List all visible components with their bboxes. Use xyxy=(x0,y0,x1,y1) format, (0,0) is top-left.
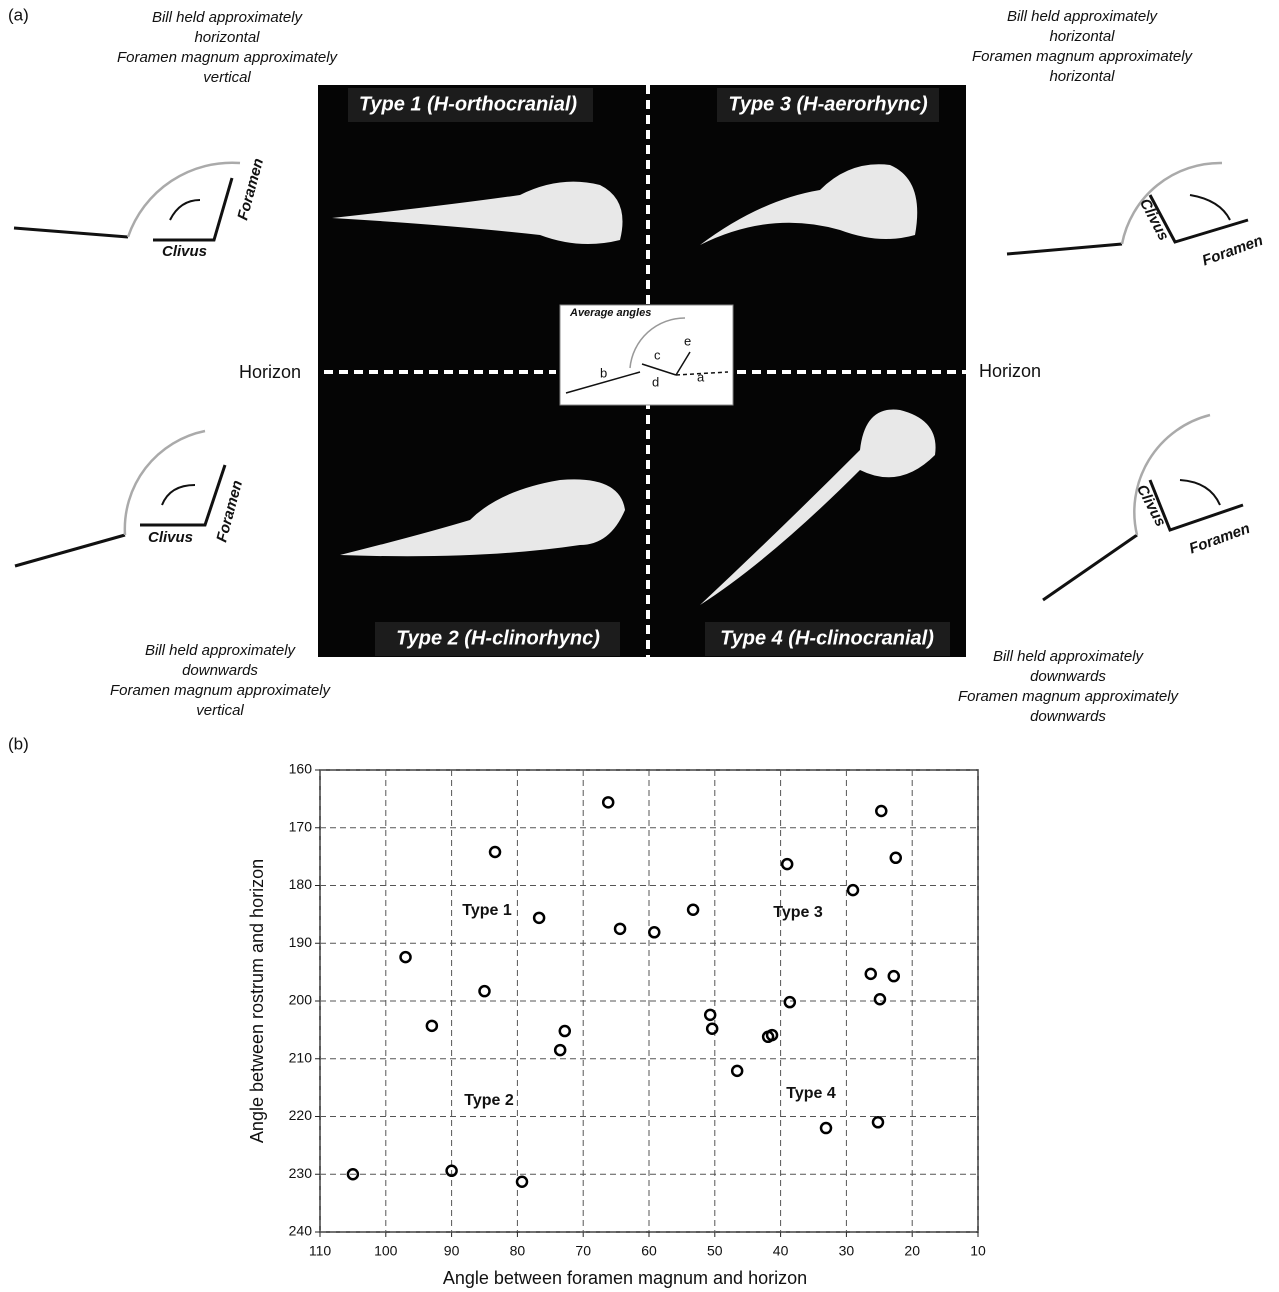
point xyxy=(866,969,876,979)
description-line: Foramen magnum approximately xyxy=(972,48,1194,65)
y-tick-label: 180 xyxy=(289,876,313,892)
angle-letter: a xyxy=(697,369,705,384)
point xyxy=(891,853,901,863)
x-tick-label: 70 xyxy=(575,1243,591,1259)
point xyxy=(848,885,858,895)
y-tick-label: 170 xyxy=(289,818,313,834)
x-tick-label: 100 xyxy=(374,1243,398,1259)
x-tick-label: 80 xyxy=(510,1243,526,1259)
type-label: Type 2 (H-clinorhync) xyxy=(396,627,600,649)
x-tick-label: 40 xyxy=(773,1243,789,1259)
description-line: Bill held approximately xyxy=(1007,8,1159,25)
x-tick-label: 50 xyxy=(707,1243,723,1259)
y-tick-label: 220 xyxy=(289,1107,313,1123)
description-line: horizontal xyxy=(1049,28,1115,45)
y-tick-label: 210 xyxy=(289,1049,313,1065)
point xyxy=(875,994,885,1004)
description-line: downwards xyxy=(1030,668,1106,685)
point xyxy=(705,1010,715,1020)
point xyxy=(560,1026,570,1036)
angle-letter: c xyxy=(654,347,661,362)
point xyxy=(889,971,899,981)
figure: (a) (b) Type 1 (H-orthocranial) Type 3 (… xyxy=(0,0,1279,1292)
y-tick-label: 230 xyxy=(289,1165,313,1181)
x-tick-label: 110 xyxy=(309,1243,332,1259)
annotation: Type 2 xyxy=(464,1092,514,1109)
point xyxy=(427,1021,437,1031)
type-label: Type 3 (H-aerorhync) xyxy=(728,93,928,115)
y-tick-label: 200 xyxy=(289,992,313,1008)
description-line: Foramen magnum approximately xyxy=(117,49,339,66)
point xyxy=(555,1045,565,1055)
y-tick-label: 190 xyxy=(289,934,313,950)
angle-letter: b xyxy=(600,365,607,380)
description-line: horizontal xyxy=(1049,68,1115,85)
clivus-label: Clivus xyxy=(1133,482,1169,530)
inset xyxy=(560,305,733,405)
description-line: vertical xyxy=(203,69,251,86)
horizon-label: Horizon xyxy=(239,362,301,382)
point xyxy=(615,924,625,934)
description-line: Bill held approximately xyxy=(152,9,304,26)
point xyxy=(480,986,490,996)
x-tick-label: 90 xyxy=(444,1243,460,1259)
panel-label: (b) xyxy=(8,734,29,753)
type-label: Type 4 (H-clinocranial) xyxy=(720,627,934,649)
point xyxy=(517,1177,527,1187)
annotation: Type 3 xyxy=(773,904,823,921)
point xyxy=(876,806,886,816)
point xyxy=(534,913,544,923)
description-line: vertical xyxy=(196,702,244,719)
x-tick-label: 60 xyxy=(641,1243,657,1259)
annotation: Type 1 xyxy=(462,902,512,919)
description-line: Bill held approximately xyxy=(145,642,297,659)
description-line: Foramen magnum approximately xyxy=(110,682,332,699)
angle-letter: d xyxy=(652,374,659,389)
panel-label: (a) xyxy=(8,5,29,24)
point xyxy=(873,1117,883,1127)
point xyxy=(688,905,698,915)
x-tick-label: 30 xyxy=(839,1243,855,1259)
point xyxy=(732,1066,742,1076)
y-axis-label: Angle between rostrum and horizon xyxy=(247,859,267,1143)
description-line: downwards xyxy=(1030,708,1106,725)
x-axis-label: Angle between foramen magnum and horizon xyxy=(443,1268,807,1288)
point xyxy=(785,997,795,1007)
foramen-label: Foramen xyxy=(1187,520,1252,558)
clivus-label: Clivus xyxy=(1136,196,1172,244)
point xyxy=(490,847,500,857)
point xyxy=(649,927,659,937)
annotation: Type 4 xyxy=(786,1085,836,1102)
y-tick-label: 160 xyxy=(289,761,313,777)
horizon-label: Horizon xyxy=(979,361,1041,381)
clivus-label: Clivus xyxy=(148,529,193,546)
point xyxy=(707,1024,717,1034)
point xyxy=(821,1123,831,1133)
inset-title: Average angles xyxy=(569,307,651,319)
type-label: Type 1 (H-orthocranial) xyxy=(359,93,578,115)
point xyxy=(401,952,411,962)
angle-letter: e xyxy=(684,333,691,348)
description-line: Bill held approximately xyxy=(993,648,1145,665)
description-line: downwards xyxy=(182,662,258,679)
foramen-label: Foramen xyxy=(234,156,267,222)
description-line: horizontal xyxy=(194,29,260,46)
x-tick-label: 20 xyxy=(904,1243,920,1259)
point xyxy=(603,797,613,807)
y-tick-label: 240 xyxy=(289,1223,313,1239)
point xyxy=(782,859,792,869)
x-tick-label: 10 xyxy=(970,1243,986,1259)
clivus-label: Clivus xyxy=(162,243,207,260)
description-line: Foramen magnum approximately xyxy=(958,688,1180,705)
foramen-label: Foramen xyxy=(1200,232,1265,270)
